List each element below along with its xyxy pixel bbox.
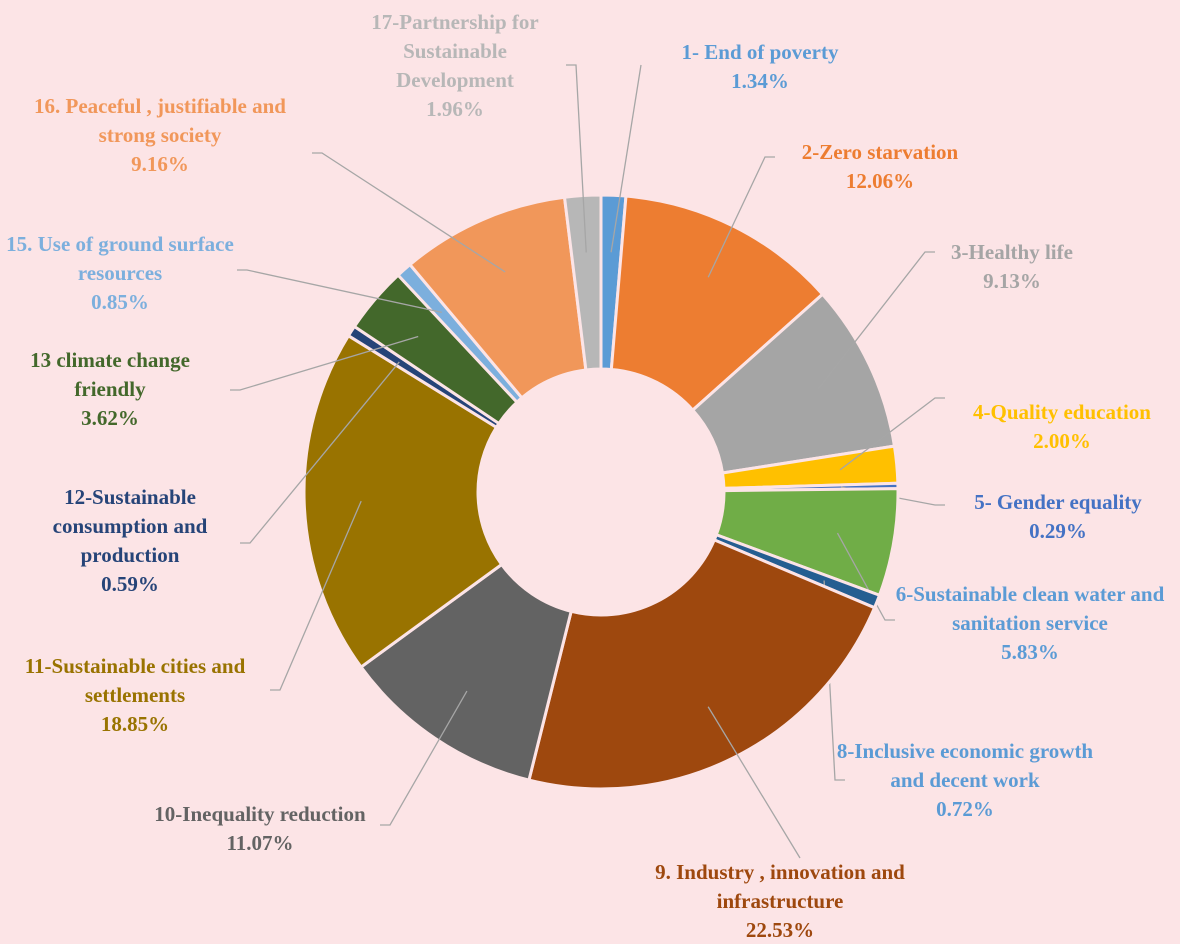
donut-slice	[358, 562, 573, 782]
data-label: 3-Healthy life 9.13%	[912, 238, 1112, 296]
leader-line	[230, 335, 419, 391]
donut-slice	[527, 537, 877, 791]
leader-line	[610, 64, 642, 253]
category-label: 10-Inequality reduction	[154, 802, 366, 826]
category-label: 3-Healthy life	[951, 240, 1073, 264]
data-label: 1- End of poverty 1.34%	[650, 38, 870, 96]
value-label: 11.07%	[226, 831, 294, 855]
leader-line	[312, 152, 506, 273]
value-label: 22.53%	[745, 918, 815, 942]
category-label: 1- End of poverty	[681, 40, 839, 64]
data-label: 17-Partnership for Sustainable Developme…	[345, 8, 565, 124]
category-label: 16. Peaceful , justifiable and strong so…	[34, 94, 286, 147]
category-label: 6-Sustainable clean water and sanitation…	[895, 582, 1165, 635]
category-label: 17-Partnership for Sustainable Developme…	[371, 10, 539, 92]
value-label: 9.13%	[983, 269, 1041, 293]
data-label: 9. Industry , innovation and infrastruct…	[620, 858, 940, 944]
value-label: 1.96%	[426, 97, 484, 121]
leader-line	[237, 269, 442, 314]
leader-line	[707, 706, 801, 859]
category-label: 5- Gender equality	[974, 490, 1142, 514]
leader-line	[707, 156, 775, 278]
data-label: 4-Quality education 2.00%	[937, 398, 1180, 456]
category-label: 11-Sustainable cities and settlements	[24, 654, 246, 707]
leader-line	[836, 532, 895, 621]
donut-slice	[562, 193, 603, 372]
value-label: 0.29%	[1029, 519, 1087, 543]
value-label: 0.59%	[101, 572, 159, 596]
leader-line	[240, 361, 400, 544]
value-label: 9.16%	[131, 152, 189, 176]
leader-line	[270, 500, 362, 691]
data-label: 15. Use of ground surface resources 0.85%	[0, 230, 240, 317]
data-label: 2-Zero starvation 12.06%	[770, 138, 990, 196]
value-label: 12.06%	[845, 169, 915, 193]
value-label: 2.00%	[1033, 429, 1091, 453]
value-label: 18.85%	[100, 712, 170, 736]
value-label: 5.83%	[1001, 640, 1059, 664]
leader-line	[380, 690, 468, 826]
donut-slice	[609, 194, 825, 413]
data-label: 13 climate change friendly 3.62%	[0, 346, 225, 433]
value-label: 0.85%	[91, 290, 149, 314]
value-label: 0.72%	[936, 797, 994, 821]
data-label: 12-Sustainable consumption and productio…	[15, 483, 245, 599]
category-label: 13 climate change friendly	[30, 348, 190, 401]
value-label: 1.34%	[731, 69, 789, 93]
category-label: 8-Inclusive economic growth and decent w…	[836, 739, 1094, 792]
leader-line	[817, 251, 935, 390]
leader-line	[839, 397, 945, 471]
category-label: 12-Sustainable consumption and productio…	[52, 485, 208, 567]
value-label: 3.62%	[81, 406, 139, 430]
category-label: 15. Use of ground surface resources	[6, 232, 234, 285]
data-label: 10-Inequality reduction 11.07%	[120, 800, 400, 858]
data-label: 5- Gender equality 0.29%	[938, 488, 1178, 546]
category-label: 4-Quality education	[973, 400, 1151, 424]
category-label: 2-Zero starvation	[801, 140, 959, 164]
category-label: 9. Industry , innovation and infrastruct…	[655, 860, 905, 913]
leader-line	[566, 64, 587, 253]
data-label: 11-Sustainable cities and settlements 18.…	[0, 652, 270, 739]
data-label: 8-Inclusive economic growth and decent w…	[830, 737, 1100, 824]
data-label: 16. Peaceful , justifiable and strong so…	[10, 92, 310, 179]
data-label: 6-Sustainable clean water and sanitation…	[895, 580, 1165, 667]
